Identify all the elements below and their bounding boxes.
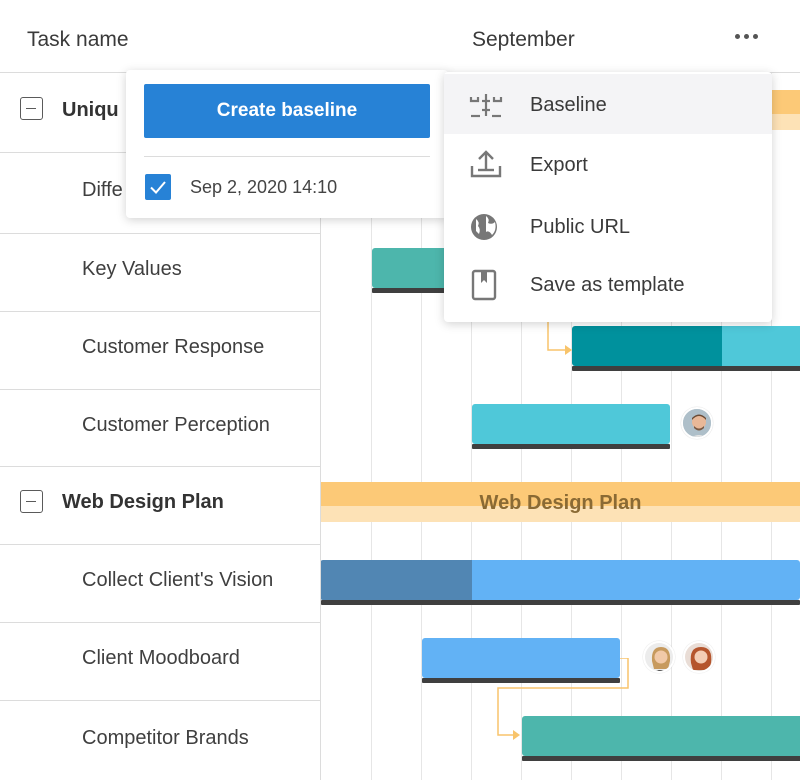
assignee-avatar[interactable] (681, 407, 713, 439)
create-baseline-button[interactable]: Create baseline (144, 84, 430, 138)
task-label: Competitor Brands (82, 727, 249, 749)
baseline-bar (321, 600, 800, 605)
task-label: Key Values (82, 258, 182, 280)
task-row[interactable]: Customer Perception (0, 390, 320, 467)
task-label: Customer Response (82, 336, 265, 358)
baseline-bar (522, 756, 800, 761)
actions-menu: Baseline Export Public URL Save as templ… (444, 72, 772, 322)
summary-bar-label: Web Design Plan (479, 492, 642, 514)
task-row[interactable]: Customer Response (0, 312, 320, 390)
collapse-toggle-icon[interactable] (20, 97, 43, 120)
task-row[interactable]: Diffe (0, 153, 320, 234)
dependency-arrow (497, 658, 629, 740)
menu-item-public-url[interactable]: Public URL (444, 196, 772, 256)
task-row[interactable]: Competitor Brands (0, 701, 320, 780)
menu-item-export[interactable]: Export (444, 134, 772, 194)
assignee-avatar[interactable] (643, 641, 675, 673)
task-bar[interactable] (522, 716, 800, 756)
globe-icon (471, 214, 497, 240)
collapse-toggle-icon[interactable] (20, 490, 43, 513)
summary-bar[interactable] (321, 482, 800, 522)
export-icon (470, 150, 502, 178)
task-row[interactable]: Key Values (0, 234, 320, 312)
baseline-bar (572, 366, 800, 371)
menu-item-label: Baseline (530, 94, 607, 116)
baseline-popover: Create baseline Sep 2, 2020 14:10 (126, 70, 448, 218)
task-bar[interactable] (321, 560, 800, 600)
task-label: Collect Client's Vision (82, 569, 274, 591)
task-label: Client Moodboard (82, 647, 240, 669)
baseline-checkbox[interactable] (145, 174, 171, 200)
baseline-icon (469, 94, 503, 118)
menu-item-label: Public URL (530, 216, 631, 238)
baseline-bar (472, 444, 670, 449)
more-horizontal-icon (734, 33, 740, 39)
menu-item-baseline[interactable]: Baseline (444, 74, 772, 134)
checkmark-icon (150, 181, 166, 194)
assignee-avatar[interactable] (683, 641, 715, 673)
more-options-button[interactable] (728, 18, 764, 54)
bookmark-icon (471, 269, 497, 301)
baseline-date: Sep 2, 2020 14:10 (190, 177, 338, 197)
baseline-bar (372, 288, 452, 293)
task-bar[interactable] (422, 638, 620, 678)
baseline-bar (422, 678, 620, 683)
dependency-arrow (547, 318, 572, 355)
task-row[interactable]: Client Moodboard (0, 623, 320, 701)
task-bar[interactable] (472, 404, 670, 444)
task-label: Uniqu (62, 99, 119, 121)
task-bar[interactable] (572, 326, 800, 366)
task-label: Web Design Plan (62, 491, 224, 513)
task-name-column-header: Task name (27, 28, 129, 51)
menu-item-label: Export (530, 154, 588, 176)
task-label: Diffe (82, 179, 123, 201)
menu-item-save-template[interactable]: Save as template (444, 254, 772, 314)
gantt-header: Task name September (0, 0, 800, 73)
task-row[interactable]: Collect Client's Vision (0, 545, 320, 623)
task-label: Customer Perception (82, 414, 270, 436)
task-bar[interactable] (372, 248, 452, 288)
task-list: Uniqu Diffe Key Values Customer Response… (0, 73, 321, 780)
divider (144, 156, 430, 157)
timeline-month-header: September (472, 28, 575, 51)
menu-item-label: Save as template (530, 274, 685, 296)
task-row-group[interactable]: Web Design Plan (0, 467, 320, 545)
